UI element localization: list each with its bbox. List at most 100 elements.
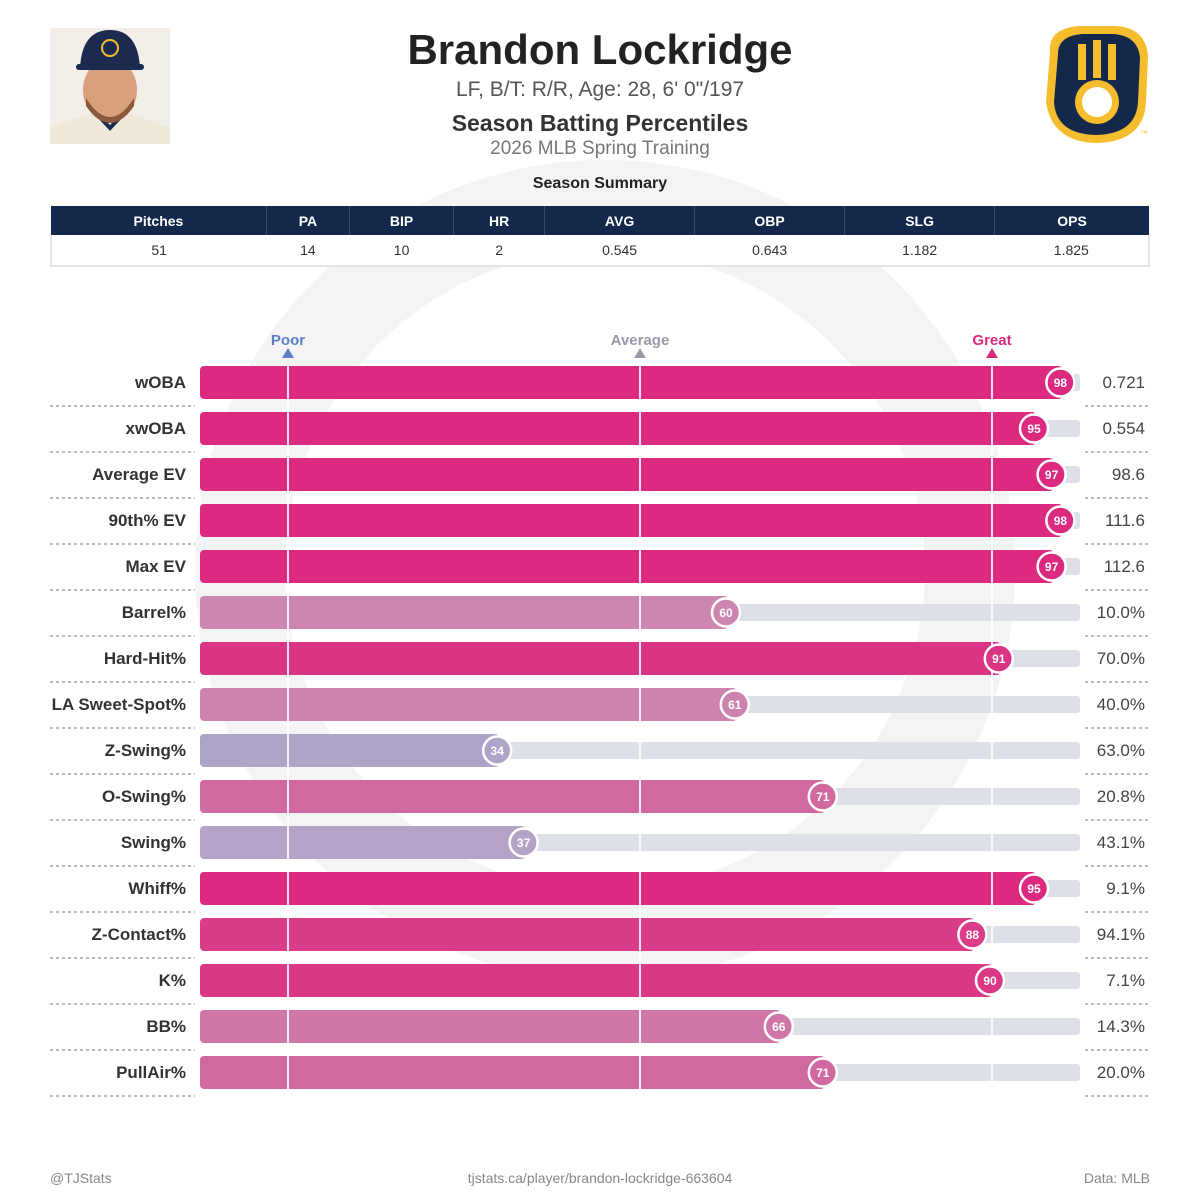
percentile-label: 71 (816, 790, 830, 804)
percentile-bubble (481, 735, 513, 766)
metric-value: 0.554 (1102, 419, 1145, 438)
percentile-bubble (1045, 505, 1076, 536)
metric-value: 40.0% (1097, 695, 1145, 714)
summary-value: 2 (453, 235, 545, 267)
summary-header: SLG (844, 206, 996, 235)
percentile-bubble (508, 827, 539, 858)
metric-value: 7.1% (1106, 971, 1145, 990)
summary-value-row: 51 14 10 2 0.545 0.643 1.182 1.825 (49, 235, 1151, 267)
summary-header: AVG (544, 206, 696, 235)
summary-value: 1.825 (994, 235, 1151, 267)
percentile-bubble (1036, 551, 1067, 582)
percentile-bar (200, 642, 1001, 675)
metric-value: 111.6 (1105, 511, 1145, 530)
metric-value: 20.0% (1097, 1063, 1145, 1082)
player-photo (50, 28, 170, 144)
marker-label: Great (972, 332, 1011, 349)
summary-header: PA (266, 206, 350, 235)
percentile-label: 34 (491, 744, 505, 758)
metric-value: 20.8% (1097, 787, 1145, 806)
metric-value: 10.0% (1097, 603, 1145, 622)
marker-triangle-icon (634, 348, 646, 358)
marker-label: Poor (271, 332, 305, 349)
metric-value: 94.1% (1097, 925, 1145, 944)
footer-source: Data: MLB (1083, 1170, 1150, 1186)
percentile-label: 88 (966, 928, 980, 942)
percentile-bubble (807, 781, 839, 812)
chart-subtitle: 2026 MLB Spring Training (490, 138, 710, 159)
percentile-label: 95 (1027, 422, 1041, 436)
metric-value: 63.0% (1097, 741, 1145, 760)
summary-header: HR (453, 206, 546, 235)
percentile-label: 97 (1045, 468, 1059, 482)
percentile-bubble (957, 919, 988, 950)
percentile-label: 61 (728, 698, 742, 712)
marker-label: Average (611, 332, 670, 349)
chart-title: Season Batting Percentiles (451, 110, 749, 136)
team-logo: ™ (1040, 22, 1152, 146)
percentile-bar (200, 734, 500, 767)
marker-triangle-icon (282, 348, 294, 358)
metric-label: Hard-Hit% (104, 649, 186, 668)
season-summary-table: Pitches PA BIP HR AVG OBP SLG OPS 51 14 … (49, 206, 1151, 267)
percentile-bubble (974, 965, 1006, 996)
percentile-bar (200, 504, 1063, 537)
metric-value: 112.6 (1104, 557, 1145, 576)
footer-url: tjstats.ca/player/brandon-lockridge-6636… (467, 1170, 733, 1186)
percentile-bar (200, 1010, 781, 1043)
percentile-bubble (710, 597, 742, 628)
percentile-label: 95 (1027, 882, 1041, 896)
metric-label: Z-Contact% (92, 925, 186, 944)
footer-handle: @TJStats (50, 1170, 112, 1186)
metric-label: Swing% (121, 833, 186, 852)
metric-value: 70.0% (1097, 649, 1145, 668)
summary-value: 10 (349, 235, 454, 267)
player-bio: LF, B/T: R/R, Age: 28, 6' 0"/197 (455, 78, 745, 101)
percentile-bar (200, 780, 825, 813)
metric-value: 14.3% (1097, 1017, 1145, 1036)
summary-title: Season Summary (532, 175, 668, 192)
marker-triangle-icon (986, 348, 998, 358)
summary-header: Pitches (51, 206, 267, 235)
percentile-bar (200, 918, 975, 951)
summary-value: 0.545 (544, 235, 695, 267)
metric-label: PullAir% (116, 1063, 186, 1082)
percentile-bar (200, 366, 1063, 399)
metric-value: 0.721 (1102, 373, 1145, 392)
metric-label: 90th% EV (109, 511, 187, 530)
percentile-bar (200, 826, 526, 859)
metric-label: xwOBA (126, 419, 186, 438)
summary-header: BIP (349, 206, 455, 235)
percentile-bubble (763, 1011, 795, 1042)
percentile-label: 37 (517, 836, 531, 850)
metric-label: Average EV (92, 465, 187, 484)
metric-label: LA Sweet-Spot% (52, 695, 186, 714)
summary-header-row: Pitches PA BIP HR AVG OBP SLG OPS (51, 206, 1149, 235)
metric-label: O-Swing% (102, 787, 186, 806)
summary-value: 51 (49, 235, 267, 267)
percentile-bubble (1036, 459, 1067, 490)
percentile-bar (200, 872, 1036, 905)
metric-value: 98.6 (1112, 465, 1145, 484)
summary-value: 1.182 (844, 235, 995, 267)
percentile-bubble (807, 1057, 839, 1088)
summary-value: 14 (266, 235, 350, 267)
metric-label: Max EV (126, 557, 187, 576)
percentile-label: 66 (772, 1020, 786, 1034)
summary-header: OPS (994, 206, 1149, 235)
metric-label: Barrel% (122, 603, 186, 622)
percentile-bar (200, 458, 1054, 491)
percentile-bubble (983, 643, 1015, 674)
metric-label: BB% (146, 1017, 186, 1036)
percentile-label: 98 (1054, 514, 1068, 528)
metric-value: 43.1% (1097, 833, 1145, 852)
summary-value: 0.643 (694, 235, 845, 267)
percentile-label: 60 (719, 606, 733, 620)
percentile-bar (200, 1056, 825, 1089)
percentile-label: 97 (1045, 560, 1059, 574)
metric-label: wOBA (134, 373, 186, 392)
percentile-label: 71 (816, 1066, 830, 1080)
percentile-bar (200, 964, 992, 997)
player-name: Brandon Lockridge (407, 26, 793, 73)
